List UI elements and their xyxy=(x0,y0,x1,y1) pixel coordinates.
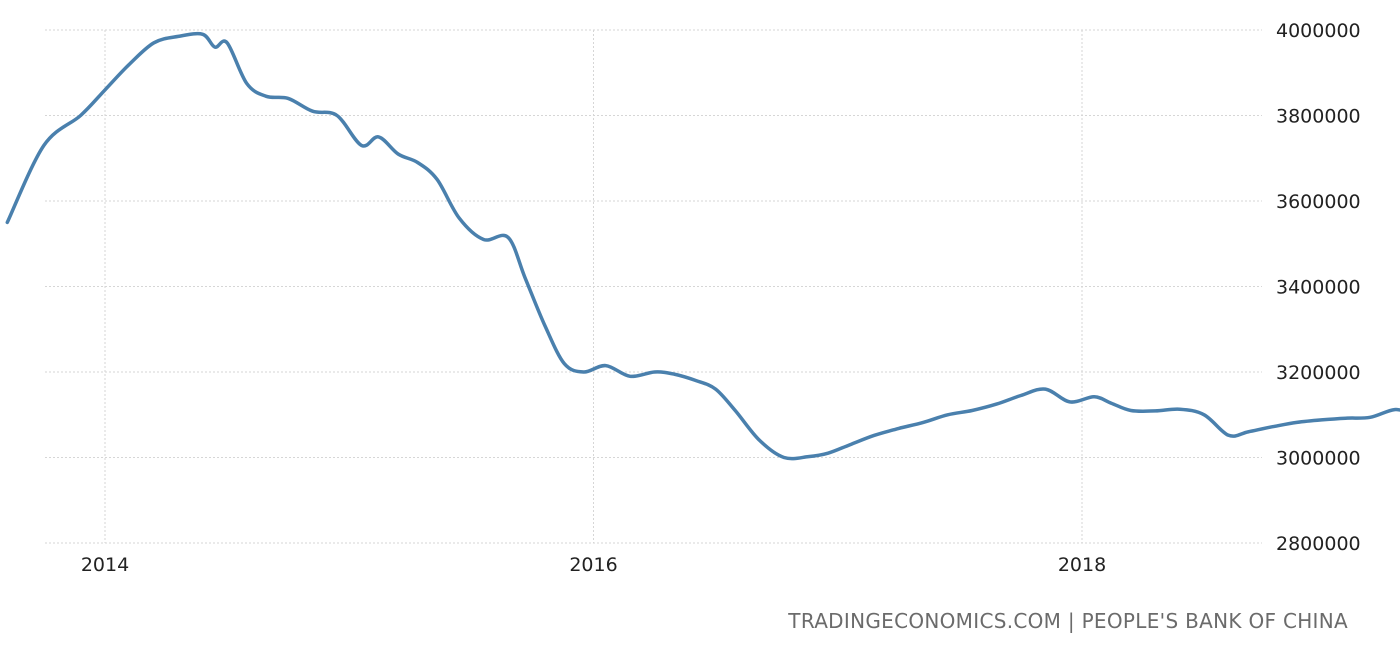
series-line xyxy=(5,31,1400,461)
x-tick-label: 2014 xyxy=(81,554,129,576)
y-tick-label: 3200000 xyxy=(1276,362,1361,384)
y-axis-tick-labels: 2800000 3000000 3200000 3400000 3600000 38000… xyxy=(1276,20,1361,555)
x-tick-label: 2018 xyxy=(1058,554,1106,576)
x-axis-tick-labels: 20142016201820202022 xyxy=(81,554,1106,576)
grid xyxy=(45,29,1262,544)
y-tick-label: 3800000 xyxy=(1276,106,1361,128)
y-tick-label: 3400000 xyxy=(1276,277,1361,299)
y-tick-label: 2800000 xyxy=(1276,533,1361,555)
x-tick-label: 2016 xyxy=(569,554,617,576)
y-tick-label: 3600000 xyxy=(1276,191,1361,213)
series-group xyxy=(5,31,1400,461)
source-credit: TRADINGECONOMICS.COM | PEOPLE'S BANK OF … xyxy=(788,609,1348,633)
y-tick-label: 4000000 xyxy=(1276,20,1361,42)
y-tick-label: 3000000 xyxy=(1276,448,1361,470)
